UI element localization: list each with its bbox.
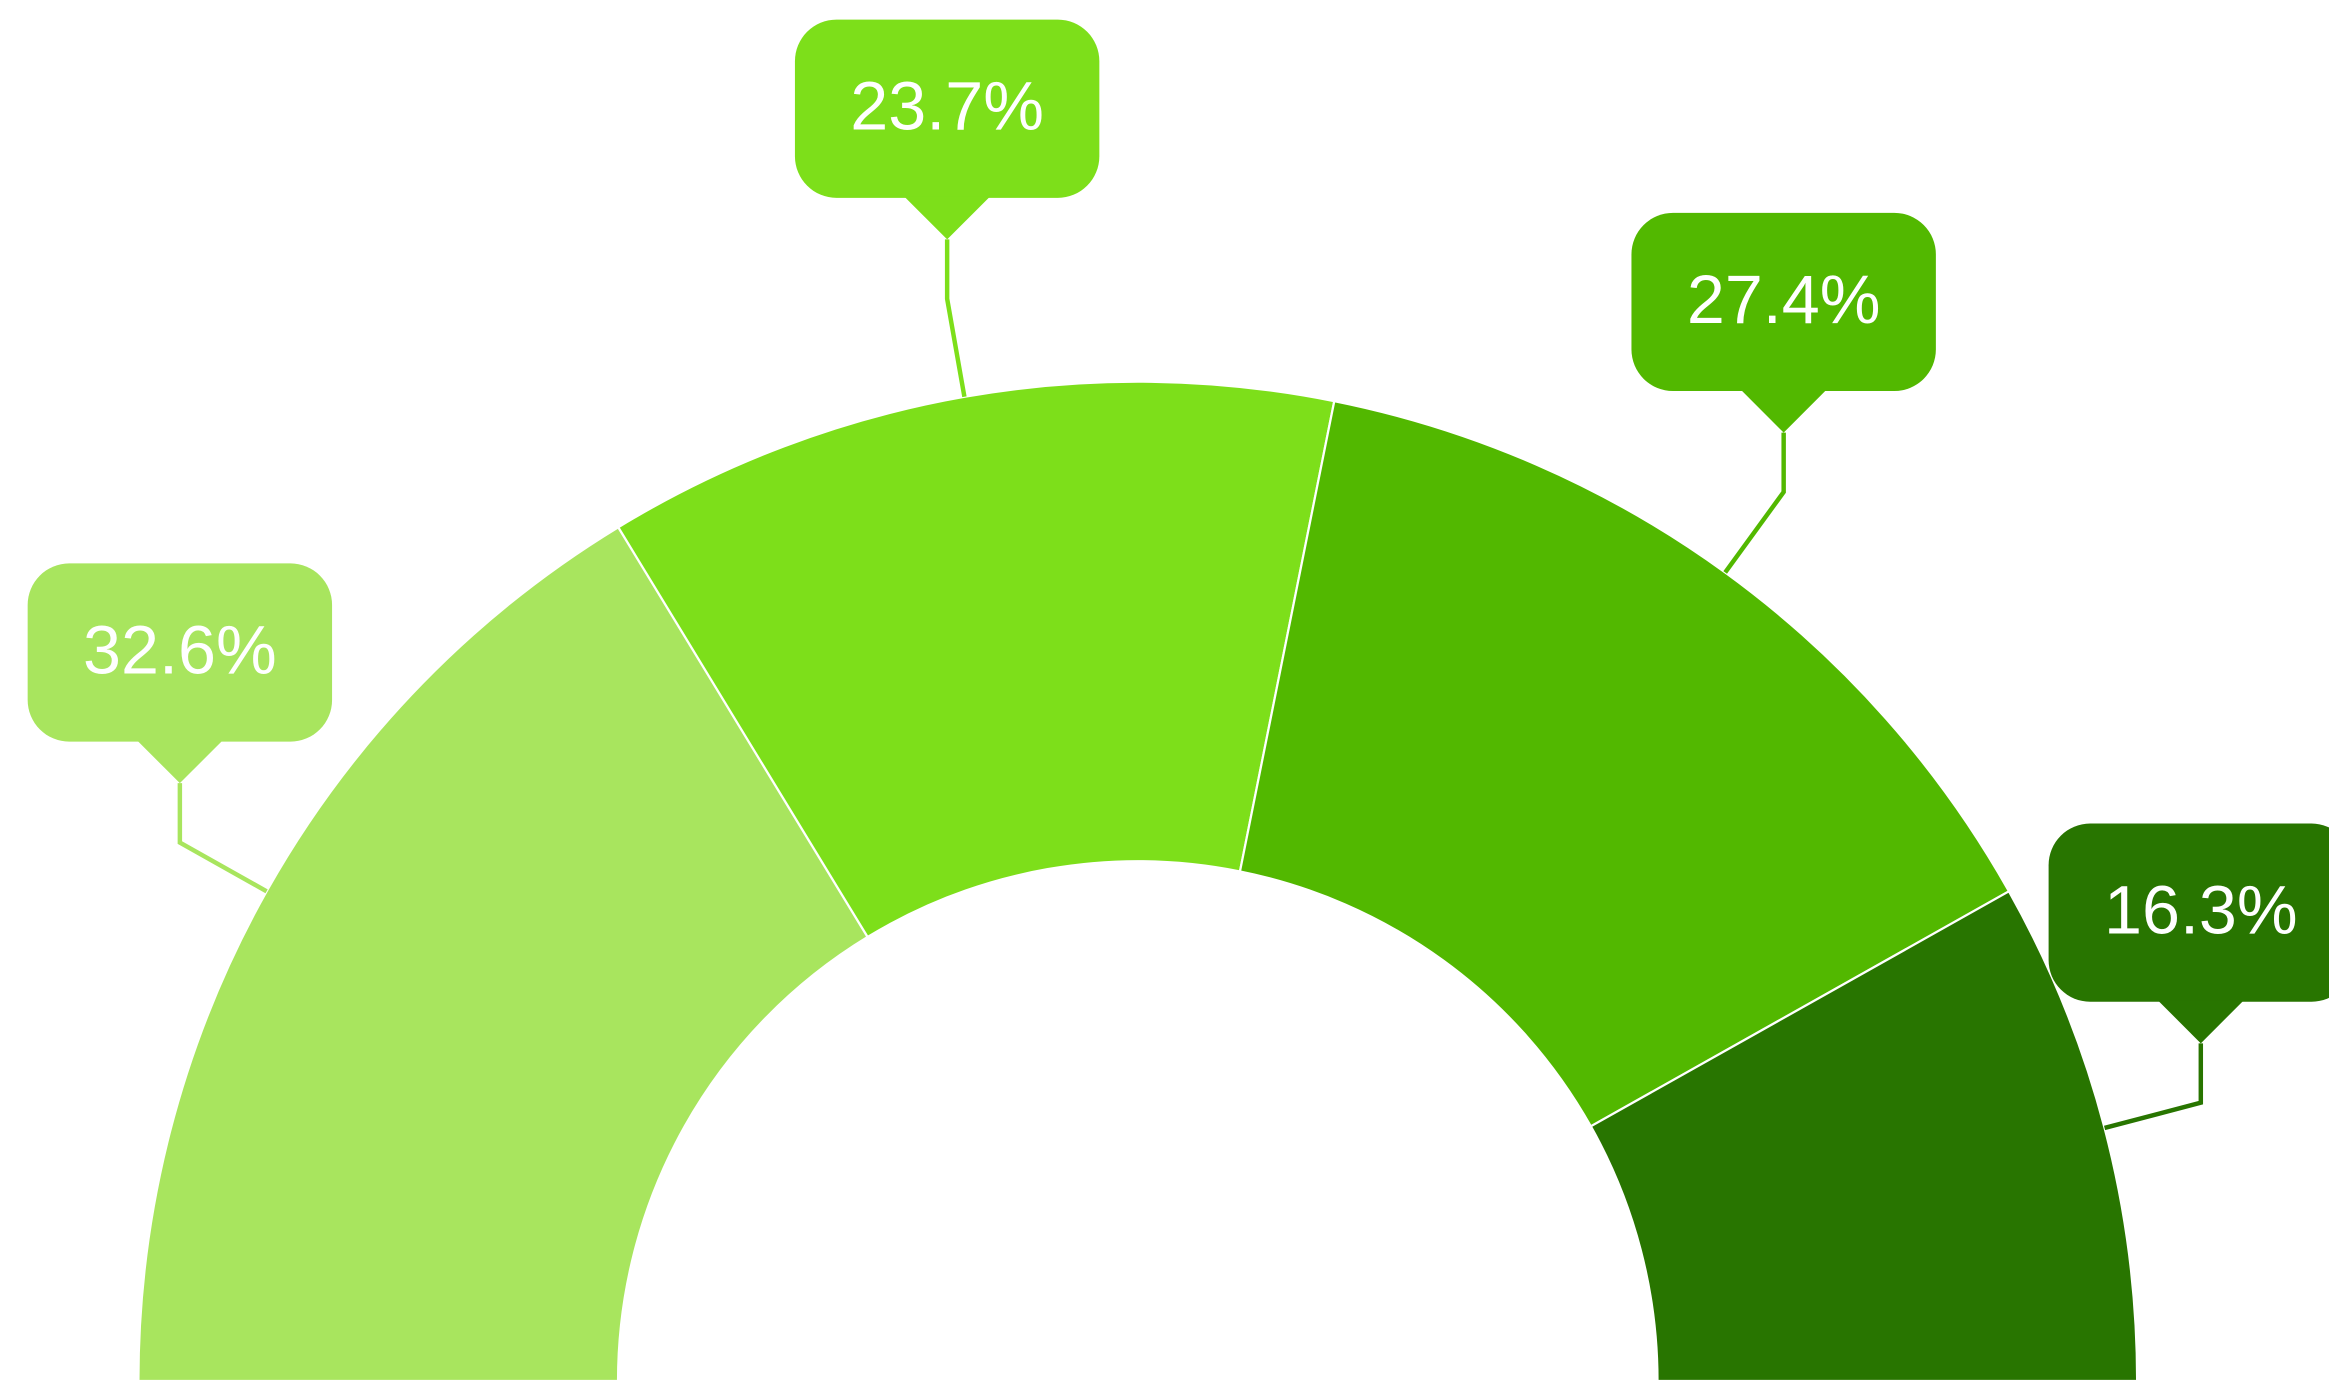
connector — [944, 239, 967, 398]
data-label: 32.6% — [83, 613, 277, 689]
segment — [1589, 889, 2139, 1381]
label-box — [27, 563, 333, 742]
connector — [177, 783, 268, 894]
segment — [1238, 399, 2011, 1128]
connector — [1723, 432, 1786, 574]
label-box — [794, 19, 1100, 198]
label-box — [2048, 823, 2329, 1002]
label-pointer — [136, 740, 223, 784]
data-label: 27.4% — [1687, 262, 1881, 338]
segment — [137, 525, 870, 1381]
data-label: 16.3% — [2104, 873, 2298, 949]
label-box — [1631, 212, 1936, 392]
connector — [2103, 1043, 2204, 1131]
label-pointer — [1740, 389, 1827, 433]
label-pointer — [904, 196, 991, 240]
data-label: 23.7% — [850, 69, 1044, 145]
label-pointer — [2157, 1000, 2244, 1044]
segment — [616, 380, 1336, 939]
